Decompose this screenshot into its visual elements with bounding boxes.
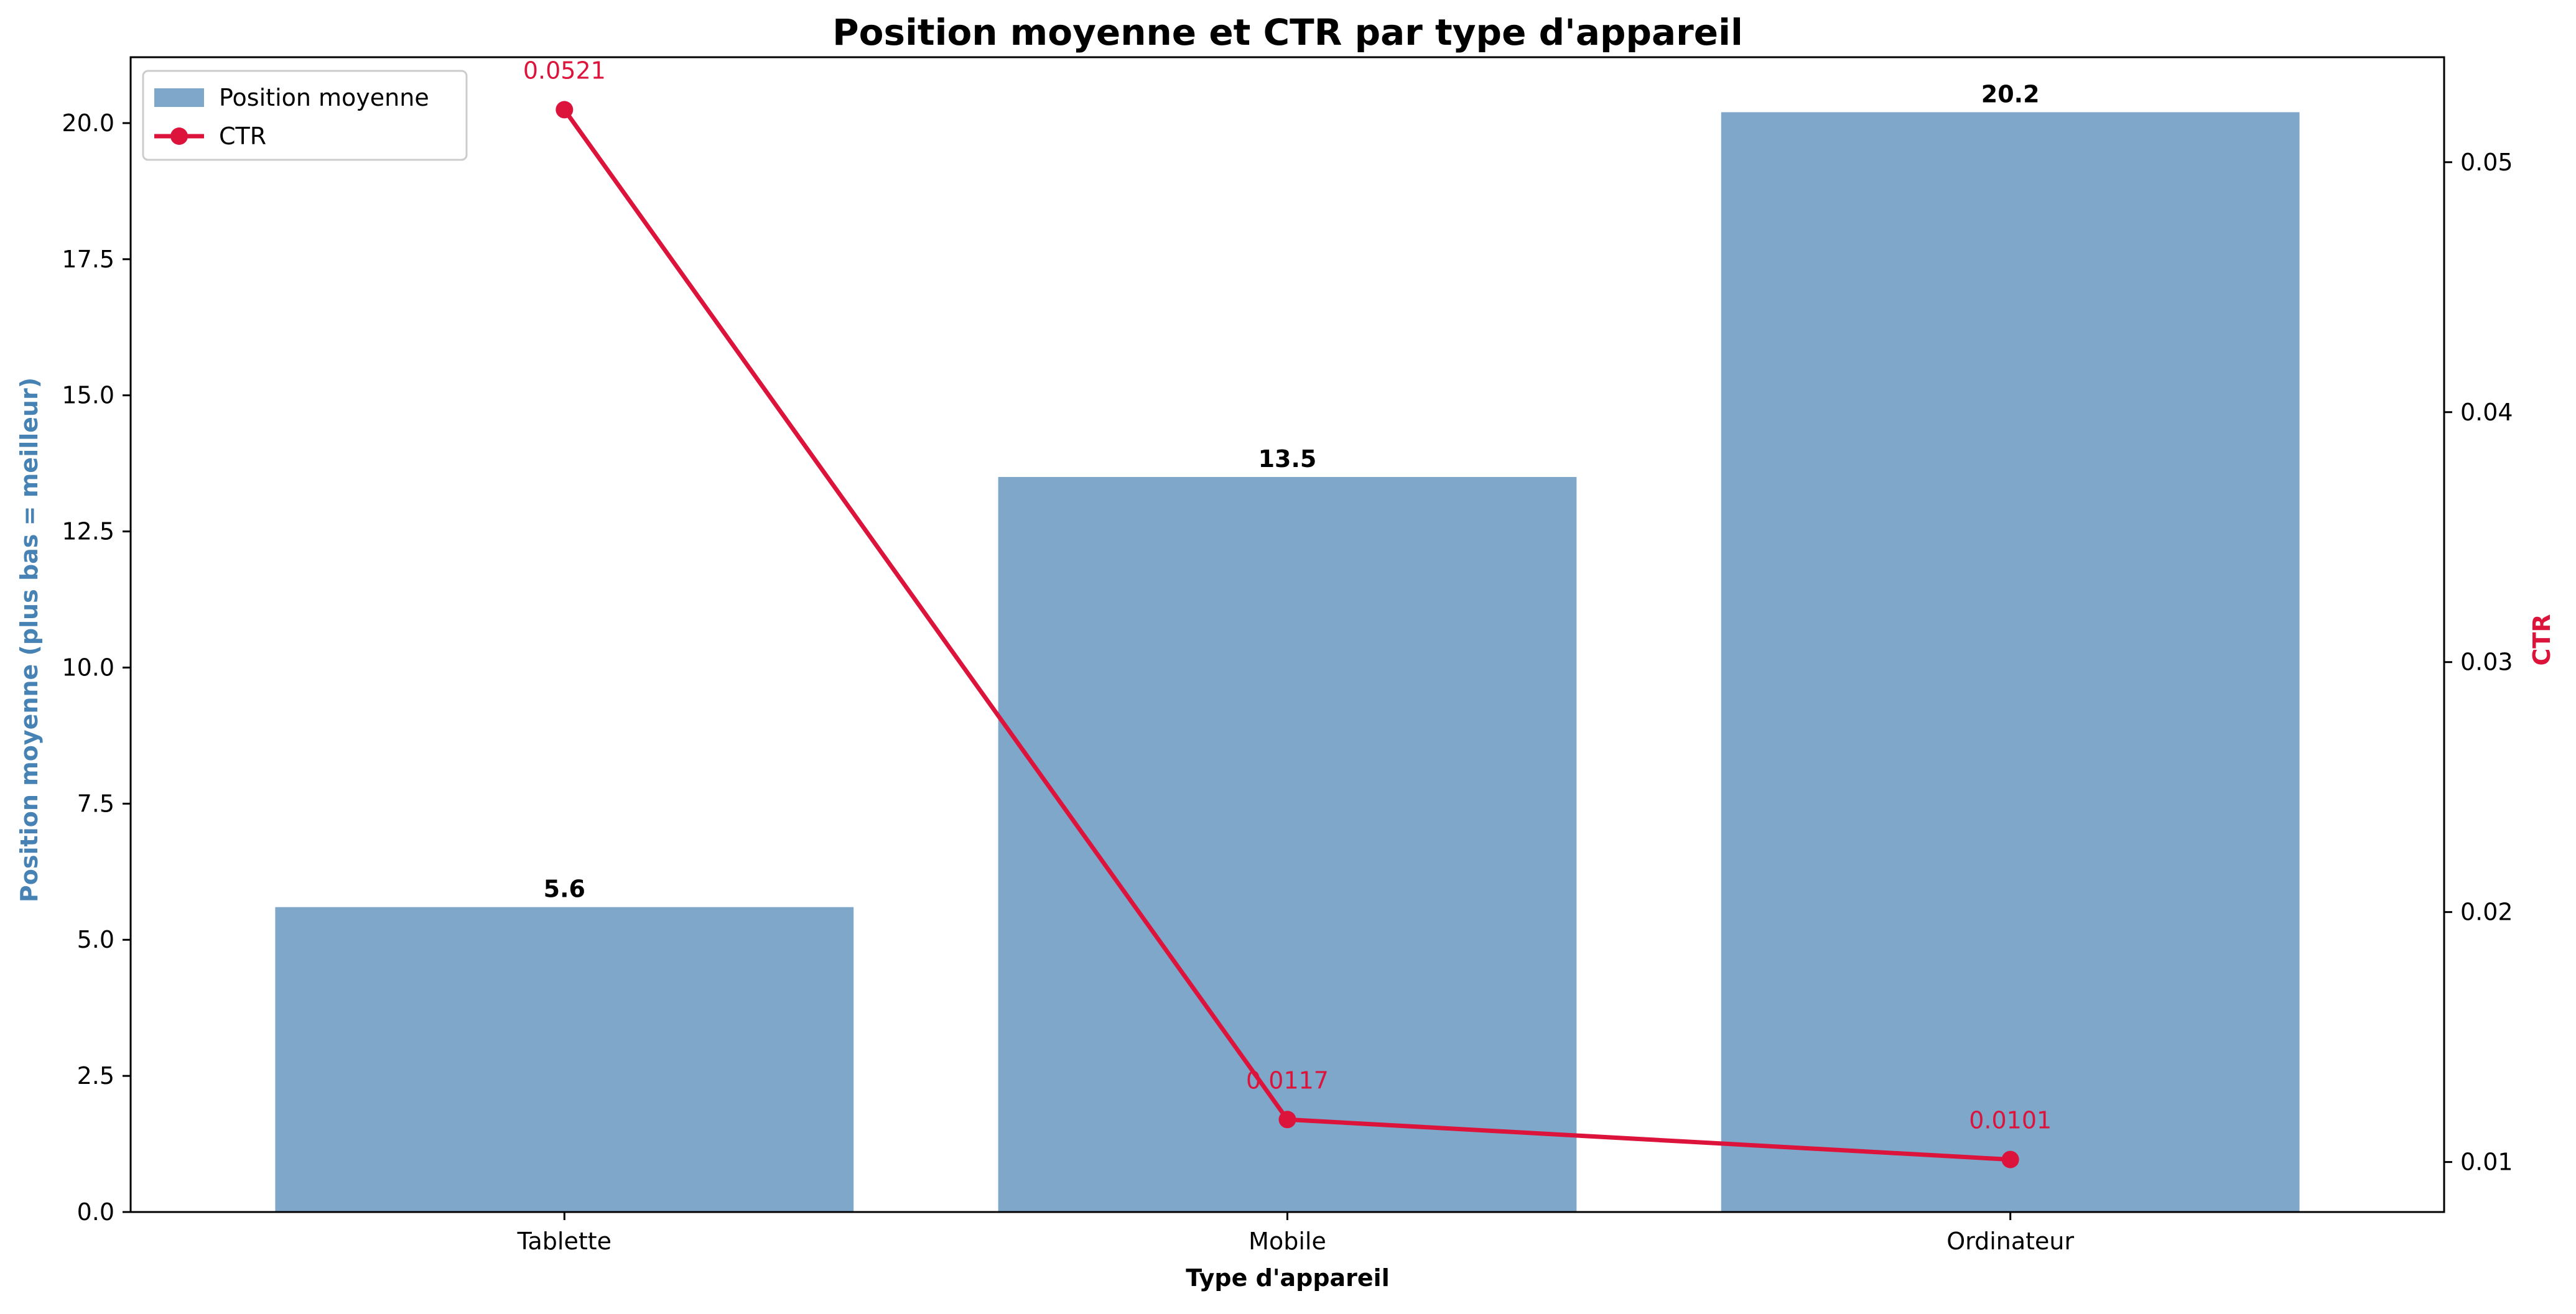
y-right-axis-label: CTR	[2528, 614, 2555, 665]
legend-swatch-position-moyenne	[154, 88, 204, 107]
y-right-tick-label: 0.03	[2460, 649, 2513, 676]
chart-title: Position moyenne et CTR par type d'appar…	[832, 11, 1743, 53]
y-left-tick-label: 10.0	[62, 654, 114, 681]
legend-label-ctr: CTR	[219, 123, 266, 150]
x-tick-label: Mobile	[1248, 1228, 1326, 1255]
y-right-tick-label: 0.02	[2460, 899, 2513, 926]
y-left-tick-label: 0.0	[77, 1198, 114, 1226]
ctr-point	[1278, 1111, 1296, 1129]
y-left-tick-label: 15.0	[62, 382, 114, 409]
bar-mobile	[998, 477, 1577, 1212]
ctr-value-label: 0.0521	[523, 57, 606, 84]
bar-value-label: 5.6	[544, 876, 585, 903]
legend-label-position-moyenne: Position moyenne	[219, 84, 429, 111]
y-right-tick-label: 0.01	[2460, 1149, 2513, 1176]
y-right-tick-label: 0.05	[2460, 149, 2513, 176]
legend-box	[142, 70, 468, 161]
y-left-tick-label: 17.5	[62, 246, 114, 273]
ctr-value-label: 0.0101	[1969, 1107, 2052, 1134]
ctr-point	[2001, 1150, 2019, 1168]
y-left-tick-label: 7.5	[77, 790, 114, 817]
bar-ordinateur	[1721, 112, 2300, 1212]
y-right-tick-label: 0.04	[2460, 399, 2513, 426]
y-left-tick-label: 20.0	[62, 109, 114, 137]
ctr-point	[556, 101, 574, 119]
y-left-tick-label: 5.0	[77, 926, 114, 953]
y-left-tick-label: 12.5	[62, 518, 114, 545]
legend-swatch-ctr-marker	[170, 127, 188, 145]
bar-value-label: 13.5	[1258, 445, 1317, 473]
ctr-value-label: 0.0117	[1246, 1066, 1329, 1094]
plot-layer: 5.6 13.5 20.2 0.0521 0.0117 0.0101 Tablette Mob…	[62, 56, 2513, 1255]
y-left-tick-label: 2.5	[77, 1062, 114, 1090]
x-tick-label: Tablette	[517, 1228, 611, 1255]
x-axis-label: Type d'appareil	[1186, 1264, 1389, 1292]
x-tick-label: Ordinateur	[1946, 1228, 2074, 1255]
bar-value-label: 20.2	[1981, 80, 2040, 108]
y-left-axis-label: Position moyenne (plus bas = meilleur)	[16, 377, 43, 902]
bar-tablette	[275, 907, 854, 1212]
